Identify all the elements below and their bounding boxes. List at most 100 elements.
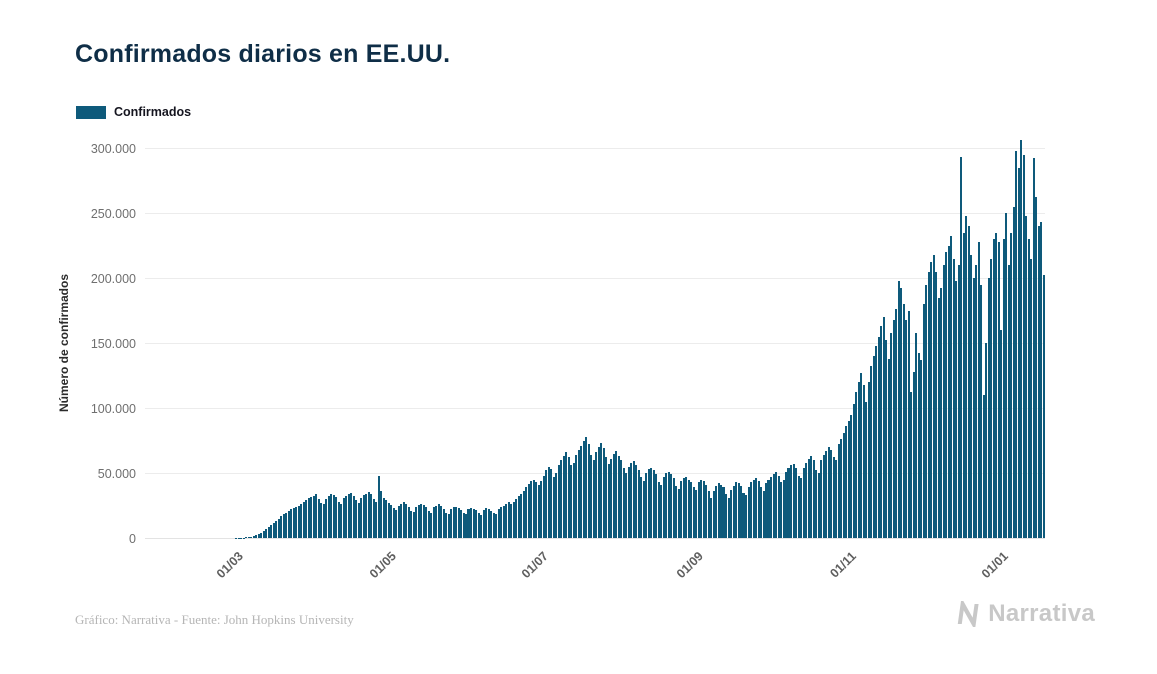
bar — [1000, 330, 1003, 538]
bar — [522, 490, 525, 538]
bar — [1005, 213, 1008, 538]
bar — [642, 480, 645, 538]
bar — [762, 491, 765, 538]
bar — [710, 497, 713, 538]
bar — [442, 508, 445, 538]
bar — [650, 467, 653, 538]
bar — [842, 432, 845, 538]
bar — [495, 513, 498, 538]
x-tick-label: 01/11 — [827, 549, 859, 581]
bar — [822, 454, 825, 538]
bar — [905, 319, 908, 538]
bar — [815, 470, 818, 538]
bar — [367, 491, 370, 538]
bar — [720, 484, 723, 538]
bar — [302, 502, 305, 538]
y-tick-label: 150.000 — [90, 337, 136, 351]
bar — [1007, 265, 1010, 538]
bar — [315, 494, 318, 538]
bar — [402, 502, 405, 538]
bar — [537, 484, 540, 538]
bar — [477, 513, 480, 538]
gridline — [145, 537, 1045, 539]
bar — [420, 503, 423, 538]
bar — [607, 463, 610, 538]
bar — [927, 271, 930, 538]
y-tick-label: 200.000 — [90, 272, 136, 287]
bar — [727, 497, 730, 538]
bar — [965, 215, 968, 538]
bar — [560, 460, 563, 538]
bar — [280, 516, 283, 538]
bar — [545, 470, 548, 538]
bar — [299, 504, 303, 538]
bar — [795, 467, 798, 538]
bar — [515, 499, 518, 538]
bar — [397, 505, 400, 538]
y-tick-label: 50.000 — [97, 467, 136, 482]
bar — [460, 510, 463, 538]
bar — [705, 484, 708, 538]
bar — [275, 520, 278, 538]
bar — [247, 537, 250, 538]
bar — [1017, 167, 1020, 538]
bar — [802, 467, 805, 538]
bar — [932, 254, 935, 538]
bar — [587, 444, 590, 538]
bar — [995, 232, 998, 538]
bar — [617, 456, 620, 538]
bar — [327, 495, 330, 538]
bar — [492, 512, 495, 538]
bar — [630, 462, 633, 538]
bar — [782, 479, 785, 538]
bar — [444, 512, 448, 538]
bar — [615, 450, 618, 538]
bar — [865, 401, 868, 538]
bar — [990, 258, 993, 538]
bar — [637, 470, 640, 538]
bar — [425, 507, 428, 538]
bar — [764, 483, 768, 538]
bar — [902, 304, 905, 538]
x-tick-label: 01/05 — [366, 549, 399, 582]
bar — [312, 496, 315, 538]
bar — [925, 284, 928, 538]
bar — [744, 495, 748, 538]
bar — [897, 280, 900, 538]
bar — [362, 495, 365, 538]
bar — [975, 265, 978, 538]
bar — [930, 262, 933, 538]
bar — [832, 457, 835, 538]
bar — [1035, 197, 1038, 538]
bar — [690, 482, 693, 538]
bar — [662, 476, 665, 538]
bar — [922, 304, 925, 538]
bar — [837, 444, 840, 538]
bar — [840, 439, 843, 538]
bar — [735, 482, 738, 538]
x-tick-label: 01/09 — [674, 549, 707, 582]
bar — [432, 507, 435, 538]
bar — [337, 501, 340, 538]
bar — [760, 487, 763, 538]
bar — [250, 536, 253, 538]
bar — [862, 384, 865, 538]
bar — [305, 500, 308, 538]
bar — [372, 499, 375, 538]
bar — [937, 297, 940, 538]
bar — [657, 482, 660, 538]
bar — [680, 480, 683, 538]
bar — [732, 486, 735, 538]
bar — [382, 497, 385, 538]
bar — [670, 474, 673, 538]
bar — [707, 491, 710, 538]
bar — [575, 454, 578, 538]
bar — [940, 288, 943, 538]
bar — [635, 465, 638, 538]
bar — [540, 480, 543, 538]
bar — [252, 535, 255, 538]
bar — [452, 507, 455, 538]
bar — [860, 372, 863, 538]
bar — [570, 465, 573, 538]
bar — [825, 450, 828, 538]
